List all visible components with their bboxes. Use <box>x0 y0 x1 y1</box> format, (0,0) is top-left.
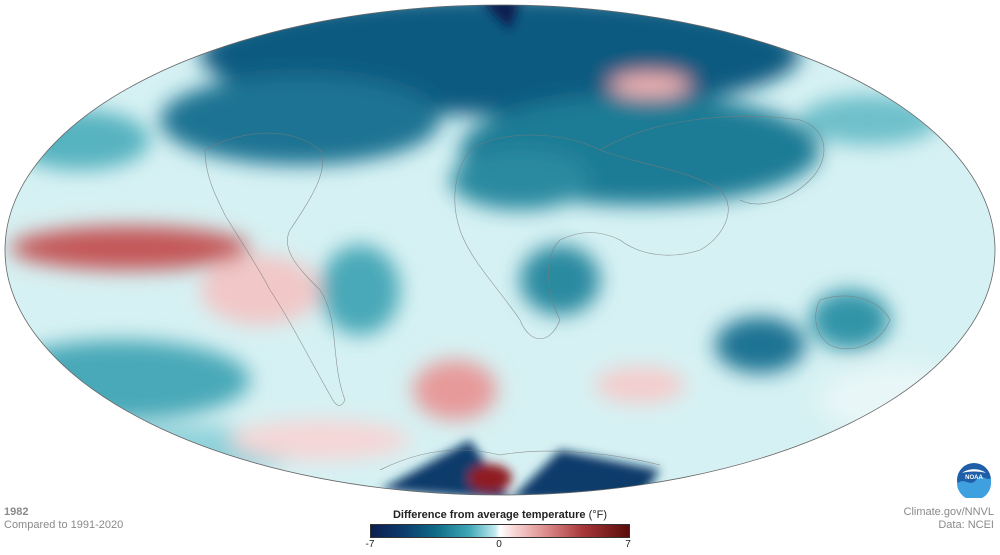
svg-text:NOAA: NOAA <box>965 475 983 481</box>
legend-tick-max: 7 <box>625 539 631 550</box>
legend-title: Difference from average temperature (°F) <box>370 509 630 521</box>
legend-title-text: Difference from average temperature <box>392 509 586 521</box>
legend-colorbar <box>370 524 630 538</box>
comparison-label: Compared to 1991-2020 <box>4 519 124 531</box>
credit-data: Data: NCEI <box>938 519 994 531</box>
anomaly-field <box>5 5 995 495</box>
legend-tick-min: -7 <box>365 539 375 550</box>
year-label: 1982 <box>4 506 29 518</box>
map-caption: 1982 Compared to 1991-2020 <box>4 506 123 532</box>
temperature-anomaly-map <box>4 4 996 496</box>
legend-tick-zero: 0 <box>496 539 502 550</box>
credit-source: Climate.gov/NNVL <box>903 506 994 518</box>
noaa-logo-icon: NOAA <box>957 463 992 498</box>
map-credits: Climate.gov/NNVL Data: NCEI <box>904 506 994 532</box>
legend-unit: (°F) <box>588 509 608 521</box>
legend-ticks: -7 0 7 <box>366 538 631 550</box>
color-legend: Difference from average temperature (°F)… <box>366 509 631 550</box>
